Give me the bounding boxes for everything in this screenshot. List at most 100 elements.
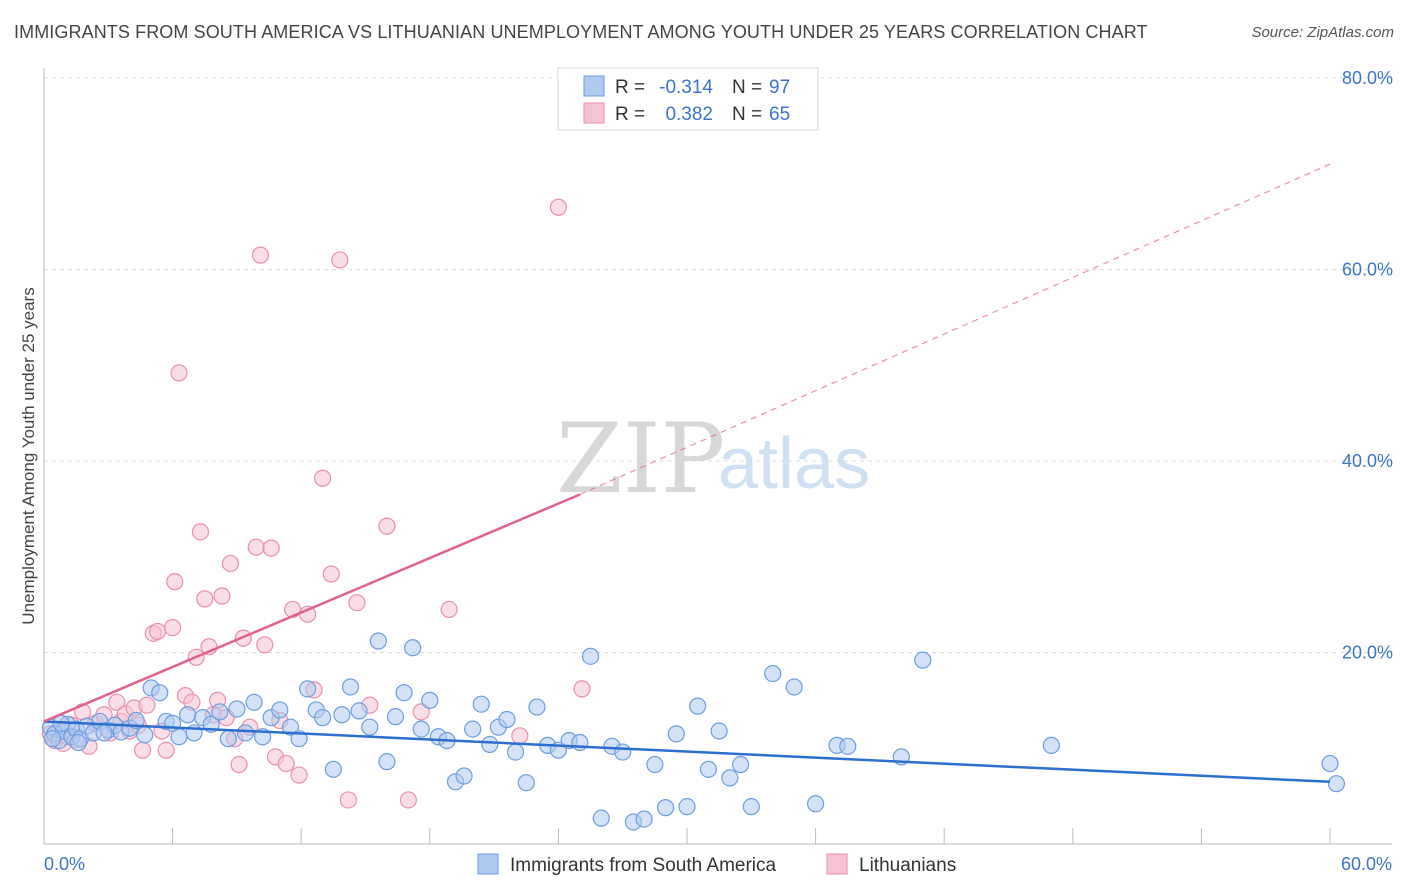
- south-america-point: [404, 639, 422, 657]
- lithuanians-point: [511, 727, 529, 745]
- lithuanians-trend-extension: [579, 163, 1331, 496]
- bottom-legend-label-blue: Immigrants from South America: [510, 855, 777, 876]
- south-america-point: [179, 706, 197, 724]
- legend-swatch-blue: [583, 75, 605, 97]
- south-america-point: [581, 647, 600, 665]
- south-america-point: [721, 769, 739, 787]
- south-america-point: [386, 708, 405, 726]
- lithuanians-point: [290, 766, 308, 784]
- south-america-point: [43, 730, 62, 748]
- south-america-point: [764, 664, 782, 683]
- chart-source: Source: ZipAtlas.com: [1251, 24, 1394, 41]
- south-america-point: [1327, 775, 1346, 793]
- south-america-point: [506, 743, 525, 761]
- lithuanians-point: [440, 600, 458, 619]
- south-america-trend-line: [43, 720, 1331, 784]
- x-tick-label-max: 60.0%: [1341, 854, 1392, 874]
- legend-n-label-pink: N =: [732, 104, 762, 125]
- south-america-point: [806, 795, 825, 813]
- series-legend: Immigrants from South America Lithuanian…: [477, 853, 956, 876]
- south-america-point: [464, 720, 482, 738]
- legend-n-value-pink: 65: [769, 104, 790, 125]
- south-america-point: [324, 760, 342, 778]
- lithuanians-point: [148, 622, 167, 641]
- south-america-point: [151, 684, 169, 702]
- south-america-point: [678, 798, 696, 816]
- south-america-point: [528, 698, 546, 716]
- south-america-point: [245, 693, 263, 711]
- south-america-point: [395, 684, 413, 702]
- south-america-point: [211, 703, 229, 721]
- x-tick-label-min: 0.0%: [44, 854, 85, 874]
- lithuanians-trend-line: [43, 493, 581, 723]
- y-tick-label: 20.0%: [1342, 643, 1393, 663]
- south-america-point: [742, 798, 760, 816]
- legend-r-value-blue: -0.314: [659, 77, 713, 98]
- south-america-point: [271, 701, 289, 719]
- south-america-point: [361, 718, 379, 736]
- south-america-point: [299, 680, 317, 698]
- south-america-point: [699, 760, 718, 778]
- south-america-point: [341, 678, 360, 696]
- lithuanians-point: [251, 246, 270, 264]
- lithuanians-point: [331, 251, 349, 269]
- lithuanians-point: [348, 594, 366, 612]
- y-tick-label: 60.0%: [1342, 260, 1393, 280]
- lithuanians-point: [262, 539, 280, 557]
- south-america-point: [314, 709, 332, 727]
- legend-swatch-pink: [583, 102, 605, 124]
- legend-r-label-blue: R =: [615, 77, 645, 98]
- legend-r-value-pink: 0.382: [665, 104, 713, 125]
- lithuanians-point: [164, 619, 182, 637]
- south-america-point: [236, 724, 255, 742]
- lithuanians-point: [221, 554, 240, 573]
- south-america-point: [378, 753, 396, 771]
- south-america-point: [95, 724, 113, 742]
- chart-title: IMMIGRANTS FROM SOUTH AMERICA VS LITHUAN…: [14, 22, 1148, 42]
- bottom-legend-swatch-pink: [826, 853, 848, 875]
- south-america-point: [710, 722, 728, 740]
- lithuanians-point: [247, 538, 265, 556]
- south-america-point: [635, 810, 653, 828]
- south-america-point: [350, 702, 368, 720]
- legend-r-label-pink: R =: [615, 104, 645, 125]
- y-tick-labels: 20.0% 40.0% 60.0% 80.0%: [1342, 68, 1393, 663]
- y-tick-label: 80.0%: [1342, 68, 1393, 88]
- south-america-point: [69, 733, 87, 752]
- south-america-point: [455, 767, 473, 785]
- bottom-legend-label-pink: Lithuanians: [859, 855, 956, 876]
- bottom-legend-swatch-blue: [477, 853, 499, 875]
- y-tick-label: 40.0%: [1342, 451, 1393, 471]
- lithuanians-point: [230, 755, 248, 774]
- south-america-point: [571, 733, 589, 752]
- lithuanians-point: [378, 517, 396, 535]
- south-america-point: [689, 697, 707, 715]
- watermark-zip: ZIP: [556, 403, 725, 515]
- x-tick-labels: 0.0% 60.0%: [44, 854, 1392, 874]
- lithuanians-point: [549, 198, 568, 216]
- lithuanians-point: [573, 680, 591, 698]
- lithuanians-point: [133, 741, 152, 759]
- legend-n-value-blue: 97: [769, 77, 790, 98]
- x-ticks: [172, 828, 1331, 844]
- lithuanians-point: [196, 590, 214, 608]
- lithuanians-point: [412, 703, 430, 721]
- lithuanians-point: [170, 364, 188, 382]
- lithuanians-point: [108, 693, 126, 711]
- lithuanians-point: [213, 587, 231, 605]
- lithuanians-point: [399, 791, 417, 809]
- south-america-point: [498, 710, 516, 729]
- trend-lines: [43, 163, 1331, 784]
- south-america-point: [517, 774, 535, 792]
- south-america-point: [646, 755, 664, 774]
- south-america-point: [592, 809, 610, 827]
- y-axis-title: Unemployment Among Youth under 25 years: [19, 287, 38, 624]
- south-america-points: [41, 632, 1346, 831]
- south-america-point: [731, 755, 750, 774]
- south-america-point: [281, 718, 300, 736]
- south-america-point: [170, 728, 188, 746]
- lithuanians-point: [314, 469, 332, 487]
- south-america-point: [421, 691, 439, 709]
- lithuanians-point: [166, 573, 184, 591]
